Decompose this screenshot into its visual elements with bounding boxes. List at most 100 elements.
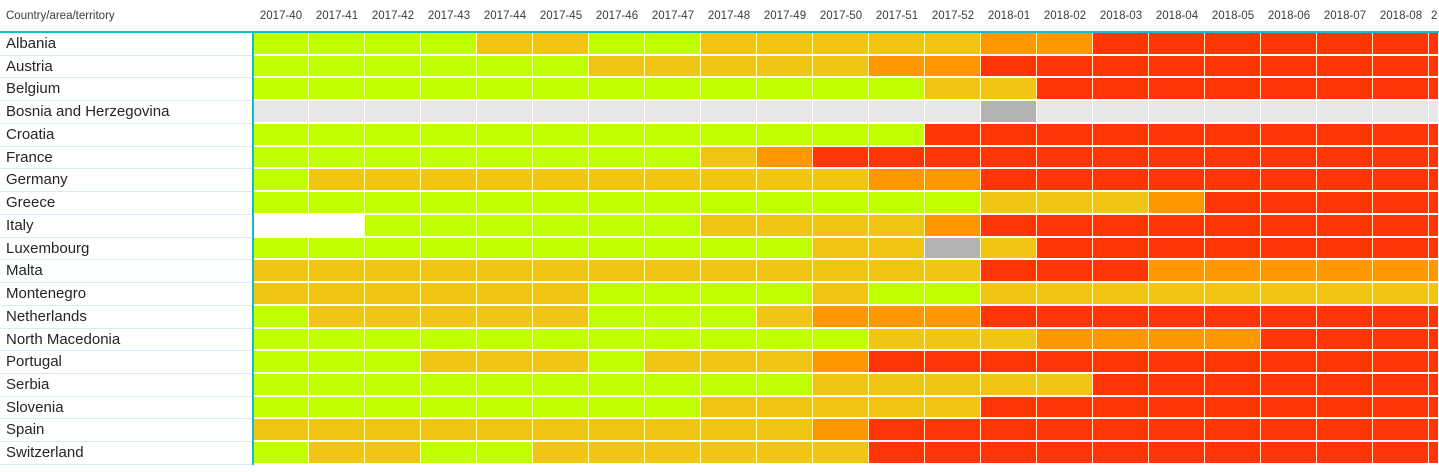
heatmap-cell[interactable]: [701, 328, 757, 352]
column-header-partial[interactable]: 2: [1431, 9, 1438, 22]
heatmap-cell[interactable]: [1373, 351, 1429, 375]
heatmap-cell[interactable]: [477, 419, 533, 443]
heatmap-cell[interactable]: [981, 146, 1037, 170]
heatmap-cell[interactable]: [701, 101, 757, 124]
heatmap-cell[interactable]: [813, 328, 869, 352]
heatmap-cell[interactable]: [1149, 374, 1205, 397]
row-label[interactable]: Spain: [0, 419, 253, 443]
heatmap-cell[interactable]: [645, 396, 701, 420]
heatmap-cell[interactable]: [1149, 123, 1205, 147]
heatmap-cell[interactable]: [253, 33, 309, 56]
heatmap-cell[interactable]: [701, 237, 757, 261]
heatmap-cell[interactable]: [981, 396, 1037, 420]
heatmap-cell[interactable]: [925, 374, 981, 397]
heatmap-cell[interactable]: [645, 283, 701, 306]
heatmap-cell[interactable]: [645, 419, 701, 443]
heatmap-cell[interactable]: [309, 123, 365, 147]
heatmap-cell[interactable]: [253, 442, 309, 465]
heatmap-cell[interactable]: [1317, 169, 1373, 193]
heatmap-cell[interactable]: [1261, 192, 1317, 215]
heatmap-cell[interactable]: [645, 78, 701, 102]
heatmap-cell[interactable]: [1037, 442, 1093, 465]
heatmap-cell[interactable]: [1093, 55, 1149, 79]
heatmap-cell[interactable]: [309, 55, 365, 79]
heatmap-cell[interactable]: [1149, 351, 1205, 375]
heatmap-cell[interactable]: [309, 396, 365, 420]
heatmap-cell[interactable]: [365, 55, 421, 79]
heatmap-cell[interactable]: [1429, 192, 1439, 215]
heatmap-cell[interactable]: [757, 55, 813, 79]
heatmap-cell[interactable]: [925, 214, 981, 238]
heatmap-cell[interactable]: [645, 260, 701, 284]
heatmap-cell[interactable]: [1317, 374, 1373, 397]
heatmap-cell[interactable]: [645, 442, 701, 465]
heatmap-cell[interactable]: [757, 78, 813, 102]
row-label[interactable]: Croatia: [0, 123, 253, 147]
heatmap-cell[interactable]: [1429, 328, 1439, 352]
heatmap-cell[interactable]: [1205, 283, 1261, 306]
heatmap-cell[interactable]: [1261, 33, 1317, 56]
heatmap-cell[interactable]: [309, 328, 365, 352]
heatmap-cell[interactable]: [813, 237, 869, 261]
heatmap-cell[interactable]: [589, 123, 645, 147]
heatmap-cell[interactable]: [477, 192, 533, 215]
heatmap-cell[interactable]: [477, 305, 533, 329]
row-label[interactable]: Belgium: [0, 78, 253, 102]
heatmap-cell[interactable]: [1205, 328, 1261, 352]
heatmap-cell[interactable]: [925, 396, 981, 420]
heatmap-cell[interactable]: [701, 214, 757, 238]
heatmap-cell[interactable]: [981, 283, 1037, 306]
heatmap-cell[interactable]: [1149, 260, 1205, 284]
heatmap-cell[interactable]: [1317, 283, 1373, 306]
heatmap-cell[interactable]: [421, 55, 477, 79]
heatmap-cell[interactable]: [1429, 55, 1439, 79]
row-label[interactable]: Greece: [0, 192, 253, 215]
heatmap-cell[interactable]: [869, 55, 925, 79]
heatmap-cell[interactable]: [925, 123, 981, 147]
heatmap-cell[interactable]: [645, 351, 701, 375]
heatmap-cell[interactable]: [309, 33, 365, 56]
heatmap-cell[interactable]: [477, 146, 533, 170]
heatmap-cell[interactable]: [813, 396, 869, 420]
heatmap-cell[interactable]: [365, 351, 421, 375]
heatmap-cell[interactable]: [253, 396, 309, 420]
heatmap-cell[interactable]: [1373, 55, 1429, 79]
heatmap-cell[interactable]: [421, 442, 477, 465]
heatmap-cell[interactable]: [925, 283, 981, 306]
heatmap-cell[interactable]: [869, 419, 925, 443]
heatmap-cell[interactable]: [1205, 214, 1261, 238]
heatmap-cell[interactable]: [757, 305, 813, 329]
heatmap-cell[interactable]: [1373, 237, 1429, 261]
heatmap-cell[interactable]: [309, 442, 365, 465]
heatmap-cell[interactable]: [1149, 78, 1205, 102]
heatmap-cell[interactable]: [1205, 169, 1261, 193]
heatmap-cell[interactable]: [645, 123, 701, 147]
heatmap-cell[interactable]: [701, 169, 757, 193]
heatmap-cell[interactable]: [1261, 237, 1317, 261]
heatmap-cell[interactable]: [813, 214, 869, 238]
heatmap-cell[interactable]: [869, 169, 925, 193]
heatmap-cell[interactable]: [925, 101, 981, 124]
column-header[interactable]: 2018-03: [1099, 9, 1143, 22]
heatmap-cell[interactable]: [645, 374, 701, 397]
heatmap-cell[interactable]: [925, 192, 981, 215]
column-header[interactable]: 2017-42: [371, 9, 415, 22]
heatmap-cell[interactable]: [813, 283, 869, 306]
heatmap-cell[interactable]: [925, 328, 981, 352]
heatmap-cell[interactable]: [477, 237, 533, 261]
heatmap-cell[interactable]: [589, 146, 645, 170]
heatmap-cell[interactable]: [1093, 374, 1149, 397]
heatmap-cell[interactable]: [1429, 237, 1439, 261]
heatmap-cell[interactable]: [925, 78, 981, 102]
heatmap-cell[interactable]: [701, 192, 757, 215]
heatmap-cell[interactable]: [365, 123, 421, 147]
heatmap-cell[interactable]: [1037, 192, 1093, 215]
heatmap-cell[interactable]: [533, 305, 589, 329]
heatmap-cell[interactable]: [1149, 328, 1205, 352]
heatmap-cell[interactable]: [645, 192, 701, 215]
heatmap-cell[interactable]: [1093, 283, 1149, 306]
heatmap-cell[interactable]: [1205, 78, 1261, 102]
heatmap-cell[interactable]: [1149, 283, 1205, 306]
heatmap-cell[interactable]: [1149, 305, 1205, 329]
heatmap-cell[interactable]: [1429, 283, 1439, 306]
